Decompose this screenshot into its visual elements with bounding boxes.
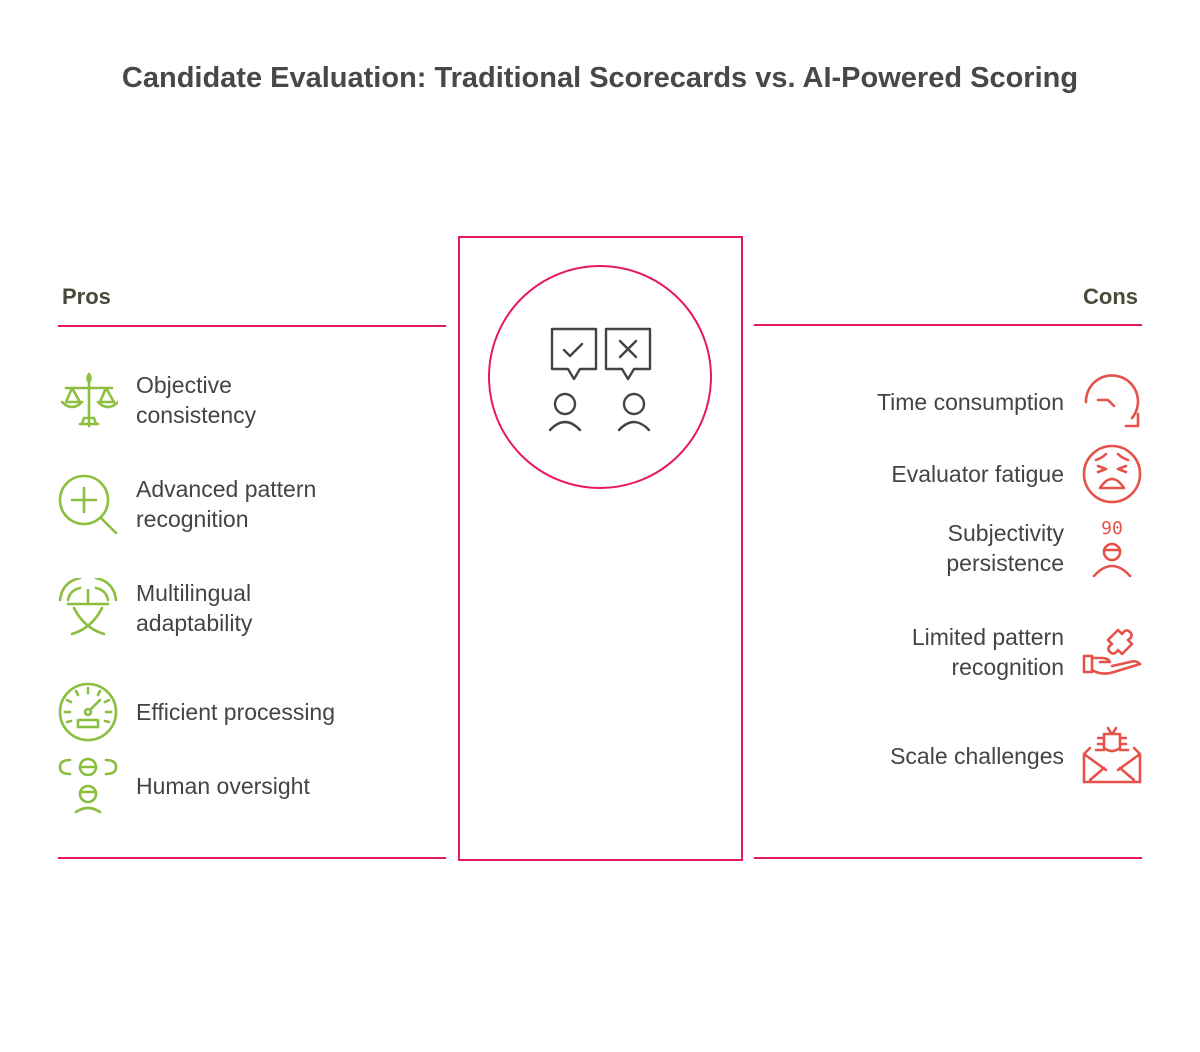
person-score-icon: 90 <box>1092 518 1132 578</box>
speedometer-icon <box>58 682 118 742</box>
cons-bottom-divider <box>754 857 1142 859</box>
page-title: Candidate Evaluation: Traditional Scorec… <box>121 62 1079 94</box>
pros-top-divider <box>58 325 446 327</box>
cons-item-text: Subjectivity persistence <box>946 520 1064 576</box>
pros-item-text: Multilingual adaptability <box>136 580 253 636</box>
pros-item-multilingual-adaptability: Multilingual adaptability <box>58 578 316 638</box>
pros-item-advanced-pattern-recognition: Advanced pattern recognition <box>58 474 356 534</box>
clock-arrow-icon <box>1084 374 1140 428</box>
pros-header: Pros <box>62 284 111 309</box>
cons-top-divider <box>754 324 1142 326</box>
translate-icon <box>58 578 118 636</box>
cons-item-scale-challenges: Scale challenges <box>890 726 1142 786</box>
cons-item-text: Evaluator fatigue <box>891 461 1064 487</box>
tired-face-icon <box>1082 444 1142 504</box>
pros-item-text: Human oversight <box>136 773 310 799</box>
zoom-in-magnifier-icon <box>58 474 118 534</box>
center-circle <box>488 265 712 489</box>
balance-scale-icon <box>60 372 118 428</box>
hand-puzzle-icon <box>1082 628 1142 675</box>
center-panel <box>458 236 743 861</box>
cons-item-time-consumption: Time consumption <box>877 372 1142 432</box>
people-group-icon <box>58 757 118 814</box>
cons-item-limited-pattern-recognition: Limited pattern recognition <box>874 622 1142 682</box>
cons-item-evaluator-fatigue: Evaluator fatigue <box>891 444 1142 504</box>
cons-item-text: Time consumption <box>876 389 1064 415</box>
score-text: 90 <box>1101 518 1123 539</box>
pros-item-text: Objective consistency <box>136 372 257 428</box>
pros-item-human-oversight: Human oversight <box>58 756 356 816</box>
bug-envelope-icon <box>1082 726 1142 784</box>
pros-bottom-divider <box>58 857 446 859</box>
cons-header: Cons <box>1083 284 1138 309</box>
pros-item-text: Efficient processing <box>136 699 336 725</box>
cons-item-subjectivity-persistence: 90 Subjectivity persistence <box>904 518 1142 578</box>
two-people-check-cross-speech-bubbles-icon <box>548 327 652 432</box>
cons-item-text: Limited pattern recognition <box>911 624 1064 680</box>
pros-item-objective-consistency: Objective consistency <box>58 370 296 430</box>
pros-item-text: Advanced pattern recognition <box>136 476 317 532</box>
cons-item-text: Scale challenges <box>890 743 1064 769</box>
pros-item-efficient-processing: Efficient processing <box>58 682 376 742</box>
